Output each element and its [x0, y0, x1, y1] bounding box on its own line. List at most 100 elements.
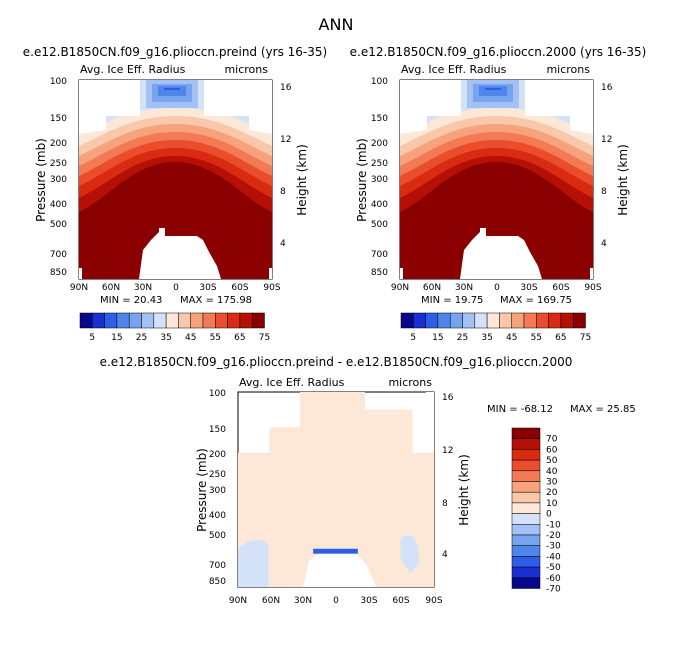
y-tick-label: 300 [371, 175, 388, 185]
colorbar-swatch [511, 502, 541, 514]
height-tick-label: 16 [601, 83, 613, 93]
y-tick-label: 850 [50, 268, 67, 278]
colorbar-swatch [511, 491, 541, 504]
y-tick-label: 200 [371, 139, 388, 149]
colorbar-label: 65 [555, 333, 566, 343]
colorbar-label: 75 [580, 333, 591, 343]
height-ticks: 16 12 8 4 [442, 393, 454, 560]
height-tick-label: 8 [442, 499, 448, 509]
panel-difference: e.e12.B1850CN.f09_g16.plioccn.preind - e… [100, 355, 636, 606]
colorbar-swatch [425, 312, 439, 329]
colorbar-swatch [400, 312, 414, 329]
height-axis-label: Height (km) [295, 144, 309, 215]
y-tick-label: 300 [209, 486, 226, 496]
height-tick-label: 4 [280, 239, 286, 249]
colorbar-swatch [511, 545, 541, 557]
y-tick-label: 500 [50, 220, 67, 230]
y-tick-label: 150 [50, 114, 67, 124]
colorbar-label: 45 [506, 333, 517, 343]
x-tick-label: 30S [360, 596, 377, 606]
blank-region [302, 553, 377, 587]
colorbar-swatch [92, 312, 105, 329]
colorbar-swatch [239, 312, 253, 329]
colorbar-label: 55 [531, 333, 542, 343]
colorbar-swatch [437, 312, 451, 329]
colorbar-label: 20 [546, 488, 558, 498]
colorbar-swatch [511, 524, 541, 536]
cloud-region [79, 80, 272, 279]
positive-region [269, 392, 434, 587]
colorbar-swatch [499, 312, 512, 329]
colorbar-swatch [190, 312, 204, 329]
colorbar-label: 25 [136, 333, 147, 343]
field-label: Avg. Ice Eff. Radius [401, 63, 507, 76]
x-tick-label: 90S [584, 283, 601, 293]
panel-title: e.e12.B1850CN.f09_g16.plioccn.preind (yr… [23, 45, 327, 59]
x-tick-label: 0 [333, 596, 339, 606]
height-tick-label: 4 [601, 239, 607, 249]
colorbar-swatch [153, 312, 167, 329]
y-tick-label: 400 [50, 200, 67, 210]
height-tick-label: 16 [442, 393, 454, 403]
x-tick-label: 60N [423, 283, 441, 293]
height-tick-label: 12 [280, 135, 291, 145]
blank-region [460, 228, 542, 279]
colorbar-swatch [511, 513, 541, 525]
blank-region [590, 268, 593, 279]
min-label: MIN = 19.75 [421, 295, 483, 306]
y-tick-label: 700 [50, 250, 67, 260]
x-tick-label: 30N [294, 596, 312, 606]
blank-region [204, 80, 272, 134]
heatmap-plot [399, 79, 594, 280]
colorbar-label: -70 [546, 585, 561, 595]
y-tick-label: 700 [371, 250, 388, 260]
field-label: Avg. Ice Eff. Radius [239, 376, 345, 389]
colorbar-label: 35 [481, 333, 492, 343]
cloud-band [79, 162, 272, 279]
y-tick-label: 400 [209, 511, 226, 521]
colorbar-swatch [202, 312, 216, 329]
x-tick-label: 0 [173, 283, 179, 293]
panel-title: e.e12.B1850CN.f09_g16.plioccn.2000 (yrs … [350, 45, 647, 59]
height-tick-label: 12 [442, 446, 453, 456]
cloud-cap-band [164, 88, 180, 90]
min-label: MIN = 20.43 [100, 295, 162, 306]
height-ticks: 16 12 8 4 [601, 83, 613, 249]
colorbar-label: -20 [546, 531, 561, 541]
colorbar-swatch [215, 312, 228, 329]
y-tick-label: 500 [371, 220, 388, 230]
y-ticks: 100 150 200 250 300 400 500 700 850 [209, 389, 226, 587]
colorbar-label: 30 [546, 478, 558, 488]
colorbar-label: 5 [89, 333, 95, 343]
x-tick-label: 90S [425, 596, 442, 606]
colorbar: 5 15 25 35 45 55 65 75 [400, 312, 591, 343]
blank-region [525, 80, 593, 134]
colorbar-label: -10 [546, 520, 561, 530]
colorbar-label: 15 [111, 333, 122, 343]
colorbar-swatch [251, 312, 265, 329]
blank-region [425, 392, 434, 453]
units-label: microns [224, 63, 268, 76]
colorbar-swatch [474, 312, 488, 329]
colorbar-label: 15 [432, 333, 443, 343]
colorbar-swatch [560, 312, 574, 329]
colorbar-swatch [178, 312, 191, 329]
colorbar-label: 10 [546, 499, 558, 509]
y-ticks: 100 150 200 250 300 400 500 700 850 [50, 77, 67, 278]
y-axis-label: Pressure (mb) [34, 138, 48, 222]
panel-2000: e.e12.B1850CN.f09_g16.plioccn.2000 (yrs … [350, 45, 647, 343]
colorbar-swatch [486, 312, 500, 329]
x-tick-label: 60N [262, 596, 280, 606]
colorbar-swatch [511, 481, 541, 493]
y-tick-label: 300 [50, 175, 67, 185]
colorbar-swatch [511, 449, 541, 461]
y-tick-label: 250 [50, 159, 67, 169]
x-tick-label: 90N [70, 283, 88, 293]
panel-title: e.e12.B1850CN.f09_g16.plioccn.preind - e… [100, 355, 573, 369]
blank-region [400, 80, 461, 134]
colorbar-swatch [413, 312, 426, 329]
height-ticks: 16 12 8 4 [280, 83, 292, 249]
x-tick-label: 90N [391, 283, 409, 293]
x-tick-label: 90S [263, 283, 280, 293]
x-tick-label: 60N [102, 283, 120, 293]
